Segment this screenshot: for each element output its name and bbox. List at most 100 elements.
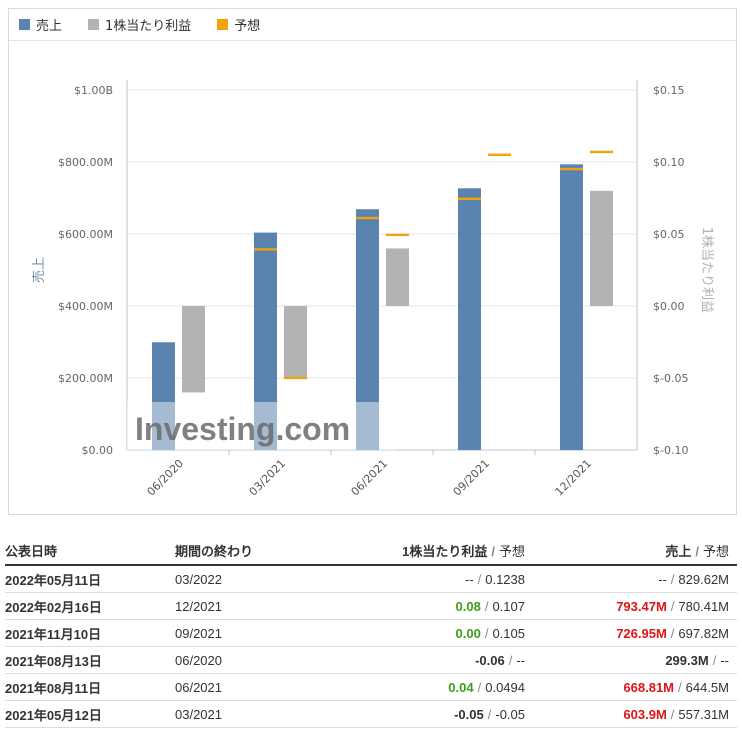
cell-date: 2021年05月12日 — [5, 700, 175, 728]
right-tick-label: $0.15 — [653, 84, 685, 97]
earnings-table: 公表日時 期間の終わり 1株当たり利益 / 予想 売上 / 予想 2022年05月11日… — [5, 537, 737, 728]
revenue-forecast: 829.62M — [678, 571, 729, 587]
eps-bar — [386, 248, 409, 306]
revenue-forecast-marker — [254, 248, 277, 251]
cell-eps: 0.04/0.0494 — [345, 673, 533, 701]
x-tick-label: 12/2021 — [553, 457, 595, 499]
eps-forecast: 0.0494 — [485, 679, 525, 695]
cell-eps: --/0.1238 — [345, 565, 533, 593]
revenue-actual: 603.9M — [623, 706, 667, 722]
watermark-logo: Investing.com — [135, 411, 350, 447]
eps-bar — [182, 306, 205, 393]
eps-actual: 0.08 — [455, 598, 481, 614]
revenue-bar — [458, 188, 481, 450]
cell-revenue: 726.95M/697.82M — [533, 619, 737, 647]
eps-forecast: 0.107 — [492, 598, 525, 614]
eps-forecast-marker — [386, 233, 409, 237]
table-header-row: 公表日時 期間の終わり 1株当たり利益 / 予想 売上 / 予想 — [5, 537, 737, 566]
revenue-forecast: 780.41M — [678, 598, 729, 614]
legend-revenue-label: 売上 — [36, 19, 63, 34]
header-date[interactable]: 公表日時 — [5, 537, 175, 566]
right-axis-title: 1株当たり利益 — [699, 227, 714, 313]
revenue-bar — [254, 232, 277, 450]
table-row: 2021年08月11日 06/2021 0.04/0.0494 668.81M/644… — [5, 673, 737, 701]
x-tick-label: 09/2021 — [451, 457, 493, 499]
revenue-forecast: 644.5M — [685, 679, 729, 695]
eps-forecast: 0.1238 — [485, 571, 525, 587]
left-tick-label: $200.00M — [58, 372, 113, 385]
cell-eps: 0.08/0.107 — [345, 592, 533, 620]
revenue-forecast-marker — [458, 197, 481, 200]
eps-actual: -0.05 — [454, 706, 484, 722]
left-tick-label: $0.00 — [82, 444, 114, 457]
revenue-forecast: 697.82M — [678, 625, 729, 641]
cell-revenue: 793.47M/780.41M — [533, 592, 737, 620]
right-tick-label: $-0.10 — [653, 444, 688, 457]
eps-forecast-marker — [488, 153, 511, 156]
chart-plot: $0.00 $200.00M $400.00M $600.00M $800.00M $1.… — [31, 80, 714, 499]
cell-date: 2022年02月16日 — [5, 592, 175, 620]
table-body: 2022年05月11日 03/2022 --/0.1238 --/829.62M 202… — [5, 565, 737, 728]
right-tick-label: $-0.05 — [653, 372, 688, 385]
cell-eps: 0.00/0.105 — [345, 619, 533, 647]
cell-revenue: 299.3M / -- — [533, 646, 737, 674]
eps-forecast: 0.105 — [492, 625, 525, 641]
cell-revenue: --/829.62M — [533, 565, 737, 593]
revenue-actual: 299.3M — [665, 652, 709, 668]
eps-actual: -0.06 — [475, 652, 505, 668]
header-revenue-forecast: 予想 — [702, 544, 729, 559]
header-period[interactable]: 期間の終わり — [175, 537, 345, 566]
cell-eps: -0.05/-0.05 — [345, 700, 533, 728]
cell-period: 09/2021 — [175, 619, 345, 647]
table-row: 2022年02月16日 12/2021 0.08/0.107 793.47M/780.… — [5, 592, 737, 620]
eps-forecast-marker — [590, 150, 613, 154]
table-row: 2021年11月10日 09/2021 0.00/0.105 726.95M/697.… — [5, 619, 737, 647]
revenue-actual: 726.95M — [616, 625, 667, 641]
eps-actual: 0.00 — [455, 625, 481, 641]
cell-date: 2021年08月11日 — [5, 673, 175, 701]
revenue-bar — [356, 209, 379, 450]
table-row: 2022年05月11日 03/2022 --/0.1238 --/829.62M — [5, 565, 737, 593]
legend-item-forecast[interactable]: 予想 — [217, 15, 260, 34]
revenue-actual: 668.81M — [623, 679, 674, 695]
cell-date: 2022年05月11日 — [5, 565, 175, 593]
cell-period: 12/2021 — [175, 592, 345, 620]
forecast-swatch-icon — [217, 19, 229, 30]
header-eps[interactable]: 1株当たり利益 / 予想 — [345, 537, 533, 566]
revenue-bar — [560, 164, 583, 450]
left-axis-title: 売上 — [31, 257, 47, 283]
header-revenue-label: 売上 — [665, 544, 692, 559]
cell-eps: -0.06/-- — [345, 646, 533, 674]
x-tick-label: 06/2021 — [349, 457, 391, 499]
revenue-bar — [152, 342, 175, 450]
cell-revenue: 603.9M/557.31M — [533, 700, 737, 728]
right-tick-label: $0.05 — [653, 228, 685, 241]
earnings-chart-panel: 売上 1株当たり利益 予想 $0.00 $200.00M $400.00M $600.… — [8, 8, 737, 515]
revenue-actual: 793.47M — [616, 598, 667, 614]
watermark-backdrop — [127, 402, 397, 450]
cell-date: 2021年08月13日 — [5, 646, 175, 674]
cell-date: 2021年11月10日 — [5, 619, 175, 647]
cell-revenue: 668.81M/644.5M — [533, 673, 737, 701]
left-tick-label: $1.00B — [74, 84, 113, 97]
header-eps-label: 1株当たり利益 — [402, 544, 488, 559]
cell-period: 03/2022 — [175, 565, 345, 593]
legend-item-revenue[interactable]: 売上 — [19, 15, 62, 34]
table-row: 2021年08月13日 06/2020 -0.06/-- 299.3M / -- — [5, 646, 737, 674]
eps-swatch-icon — [88, 19, 100, 30]
left-tick-label: $600.00M — [58, 228, 113, 241]
legend-item-eps[interactable]: 1株当たり利益 — [88, 15, 191, 34]
eps-bar — [590, 190, 613, 306]
revenue-forecast-marker — [560, 167, 583, 171]
eps-forecast-marker — [284, 376, 307, 380]
eps-actual: 0.04 — [448, 679, 474, 695]
x-tick-label: 03/2021 — [247, 457, 289, 499]
revenue-swatch-icon — [19, 19, 30, 30]
revenue-forecast: 557.31M — [678, 706, 729, 722]
eps-bar — [284, 306, 307, 378]
header-revenue[interactable]: 売上 / 予想 — [533, 537, 737, 566]
eps-actual: -- — [464, 571, 474, 587]
revenue-forecast-marker — [356, 216, 379, 220]
eps-forecast: -- — [516, 652, 525, 668]
table-row: 2021年05月12日 03/2021 -0.05/-0.05 603.9M/557.… — [5, 700, 737, 728]
